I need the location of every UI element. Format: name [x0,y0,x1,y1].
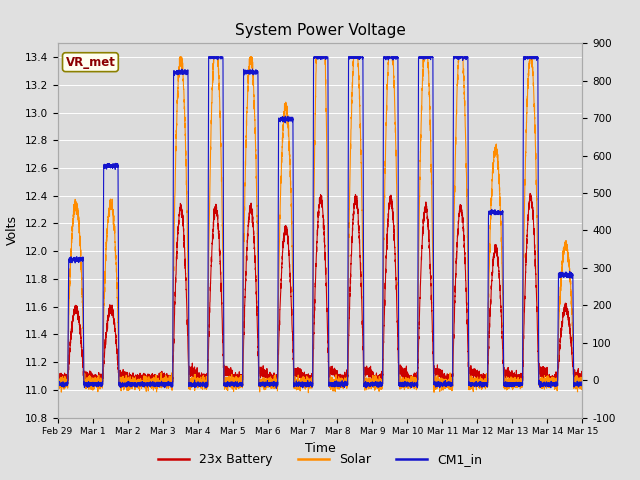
23x Battery [526,191,534,196]
23x Battery [437,369,445,375]
CM1_in [452,55,460,60]
Solar [438,383,445,388]
CM1_in [557,275,564,280]
CM1_in [54,382,61,387]
Solar [550,379,558,384]
CM1_in [302,381,310,387]
23x Battery [452,265,460,271]
CM1_in [550,380,558,386]
Line: CM1_in: CM1_in [58,57,582,388]
Solar [54,381,61,386]
Title: System Power Voltage: System Power Voltage [235,23,405,38]
Solar [305,390,312,396]
Line: 23x Battery: 23x Battery [58,193,582,387]
Solar [302,382,310,387]
Solar [452,120,460,126]
Solar [232,377,240,383]
CM1_in [273,385,280,391]
23x Battery [54,372,61,377]
Solar [579,378,586,384]
23x Battery [302,373,310,379]
CM1_in [438,383,445,388]
Legend: 23x Battery, Solar, CM1_in: 23x Battery, Solar, CM1_in [153,448,487,471]
23x Battery [550,373,558,379]
Y-axis label: Volts: Volts [6,216,19,245]
Line: Solar: Solar [58,57,582,393]
23x Battery [300,384,307,390]
Solar [176,54,184,60]
CM1_in [232,381,240,387]
23x Battery [557,339,564,345]
23x Battery [232,377,240,383]
Solar [557,292,564,298]
Text: VR_met: VR_met [65,56,115,69]
23x Battery [579,373,586,379]
CM1_in [205,54,212,60]
X-axis label: Time: Time [305,442,335,455]
CM1_in [579,382,586,387]
